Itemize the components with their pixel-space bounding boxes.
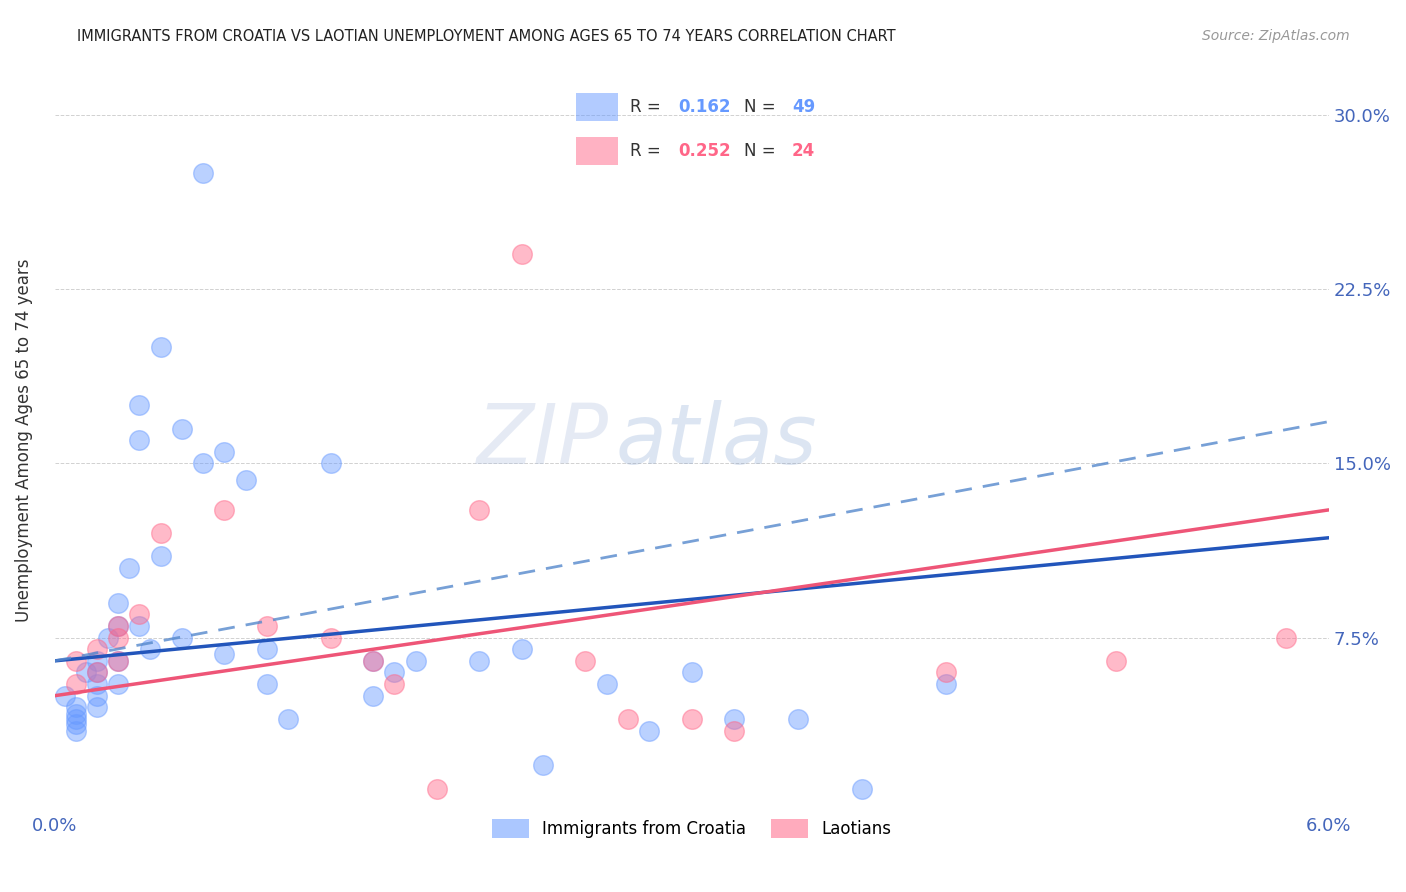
Point	[574, 654, 596, 668]
Point	[65, 716, 87, 731]
Point	[65, 707, 87, 722]
Point	[723, 712, 745, 726]
Point	[97, 631, 120, 645]
Point	[681, 712, 703, 726]
Point	[128, 398, 150, 412]
Point	[65, 723, 87, 738]
Point	[361, 654, 384, 668]
Point	[149, 526, 172, 541]
Point	[638, 723, 661, 738]
Point	[107, 619, 129, 633]
Text: atlas: atlas	[616, 400, 817, 481]
Point	[86, 689, 108, 703]
Point	[382, 677, 405, 691]
Text: Source: ZipAtlas.com: Source: ZipAtlas.com	[1202, 29, 1350, 43]
Point	[86, 677, 108, 691]
Point	[214, 647, 236, 661]
Point	[786, 712, 808, 726]
Point	[214, 445, 236, 459]
Point	[596, 677, 619, 691]
Point	[128, 619, 150, 633]
Point	[382, 665, 405, 680]
Point	[510, 642, 533, 657]
Point	[1105, 654, 1128, 668]
Point	[86, 654, 108, 668]
Point	[75, 665, 97, 680]
Point	[851, 781, 873, 796]
Point	[149, 549, 172, 564]
Point	[426, 781, 449, 796]
Point	[107, 654, 129, 668]
Point	[235, 473, 257, 487]
Point	[86, 665, 108, 680]
Point	[170, 631, 193, 645]
Point	[107, 677, 129, 691]
Point	[65, 700, 87, 714]
Point	[86, 700, 108, 714]
Point	[468, 654, 491, 668]
Point	[256, 677, 278, 691]
Point	[107, 619, 129, 633]
Point	[468, 503, 491, 517]
Point	[361, 689, 384, 703]
Point	[139, 642, 162, 657]
Point	[1275, 631, 1298, 645]
Y-axis label: Unemployment Among Ages 65 to 74 years: Unemployment Among Ages 65 to 74 years	[15, 259, 32, 622]
Point	[118, 561, 141, 575]
Point	[723, 723, 745, 738]
Point	[65, 654, 87, 668]
Point	[617, 712, 640, 726]
Point	[510, 247, 533, 261]
Point	[170, 421, 193, 435]
Point	[361, 654, 384, 668]
Point	[53, 689, 76, 703]
Point	[531, 758, 554, 772]
Point	[107, 631, 129, 645]
Point	[107, 654, 129, 668]
Point	[107, 596, 129, 610]
Point	[128, 433, 150, 447]
Point	[256, 619, 278, 633]
Point	[935, 665, 957, 680]
Point	[128, 607, 150, 622]
Point	[277, 712, 299, 726]
Point	[405, 654, 427, 668]
Point	[681, 665, 703, 680]
Point	[65, 712, 87, 726]
Point	[214, 503, 236, 517]
Point	[319, 457, 342, 471]
Point	[86, 642, 108, 657]
Point	[256, 642, 278, 657]
Point	[935, 677, 957, 691]
Legend: Immigrants from Croatia, Laotians: Immigrants from Croatia, Laotians	[485, 812, 898, 845]
Point	[149, 340, 172, 354]
Point	[193, 457, 215, 471]
Point	[193, 166, 215, 180]
Point	[86, 665, 108, 680]
Text: ZIP: ZIP	[477, 400, 609, 481]
Point	[319, 631, 342, 645]
Point	[65, 677, 87, 691]
Text: IMMIGRANTS FROM CROATIA VS LAOTIAN UNEMPLOYMENT AMONG AGES 65 TO 74 YEARS CORREL: IMMIGRANTS FROM CROATIA VS LAOTIAN UNEMP…	[77, 29, 896, 44]
